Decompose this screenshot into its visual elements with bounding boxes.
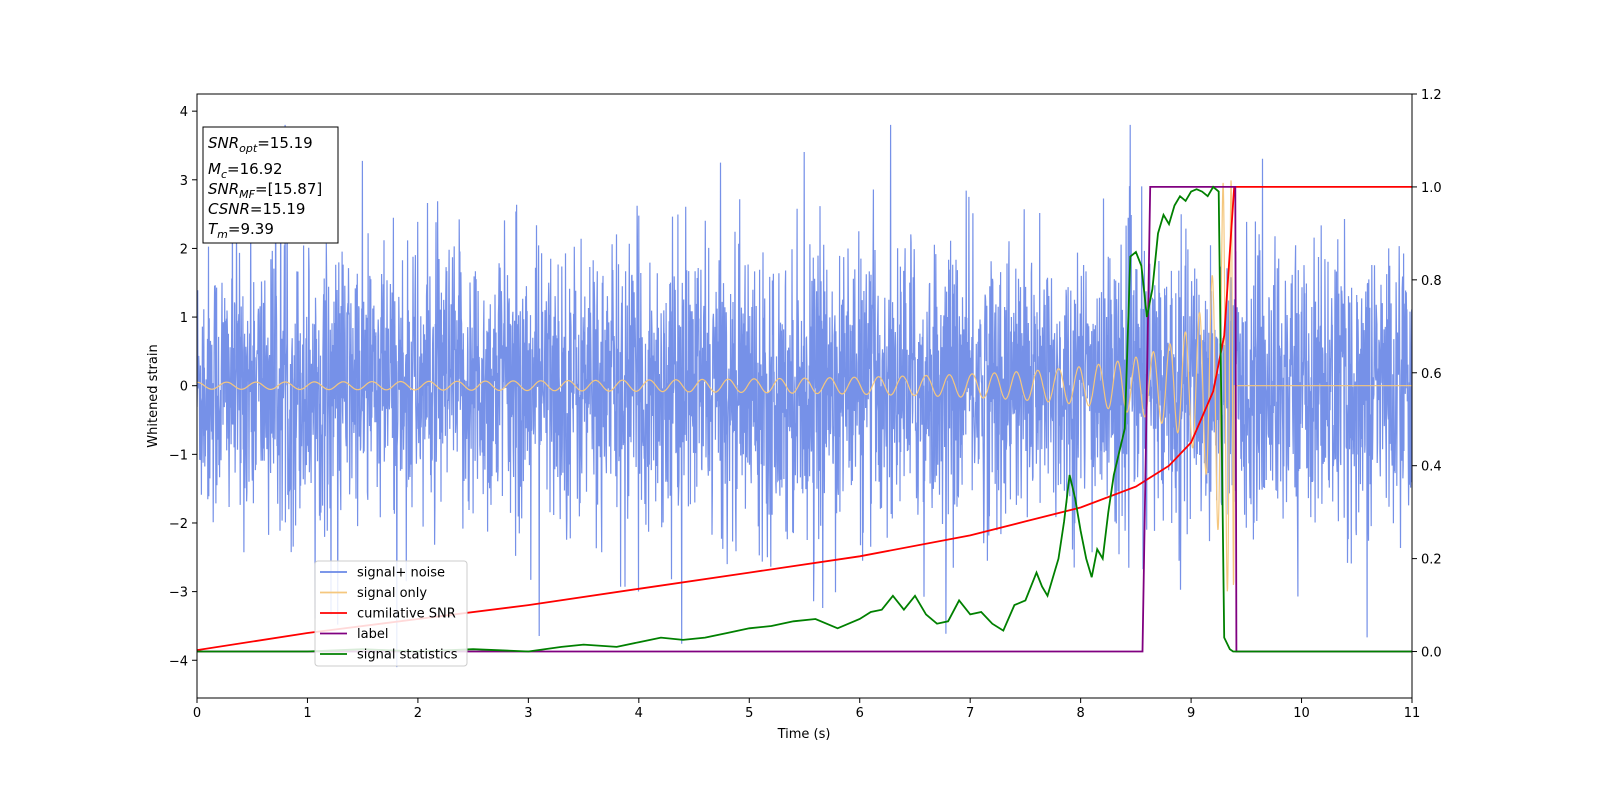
axes-frame: [196, 93, 1413, 699]
y-tick-label: 4: [180, 105, 188, 120]
legend-label: signal+ noise: [357, 566, 445, 581]
y-tick-label: −4: [169, 654, 188, 669]
y-tick-label: 1: [180, 311, 188, 326]
x-tick-label: 7: [966, 706, 974, 721]
annotation-csnr: CSNR=15.19: [208, 200, 305, 218]
y2-tick-label: 1.0: [1421, 181, 1442, 196]
y-tick-label: 0: [180, 380, 188, 395]
legend-label: cumilative SNR: [357, 607, 456, 622]
x-tick-label: 5: [745, 706, 753, 721]
annotation-box: SNRopt=15.19 Mc=16.92 SNRMF=[15.87] CSNR…: [202, 126, 339, 244]
y2-tick-label: 0.2: [1421, 553, 1442, 568]
y2-tick-label: 0.8: [1421, 274, 1442, 289]
y2-tick-label: 0.4: [1421, 460, 1442, 475]
x-tick-label: 9: [1187, 706, 1195, 721]
x-tick-label: 0: [193, 706, 201, 721]
legend: signal+ noise signal only cumilative SNR la…: [314, 560, 468, 667]
series-cumilative-snr: [197, 186, 1412, 651]
legend-label: signal only: [357, 586, 427, 601]
x-tick-label: 6: [856, 706, 864, 721]
plot-area: [197, 124, 1412, 668]
y-tick-label: 3: [180, 174, 188, 189]
annotation-snr-mf: SNRMF=[15.87]: [208, 180, 322, 201]
annotation-mc: Mc=16.92: [208, 160, 283, 181]
y2-axis-ticks: 1.2 1.0 0.8 0.6 0.4 0.2 0.0: [1412, 88, 1442, 661]
x-tick-label: 3: [524, 706, 532, 721]
x-tick-label: 4: [635, 706, 643, 721]
x-axis-ticks: 0 1 2 3 4 5 6 7 8 9 10 11: [193, 698, 1420, 721]
x-tick-label: 8: [1076, 706, 1084, 721]
y2-tick-label: 1.2: [1421, 88, 1442, 103]
x-axis-label: Time (s): [777, 727, 831, 742]
x-tick-label: 1: [303, 706, 311, 721]
x-tick-label: 11: [1404, 706, 1421, 721]
series-signal-noise: [197, 124, 1412, 668]
y2-tick-label: 0.0: [1421, 646, 1442, 661]
y-tick-label: −2: [169, 517, 188, 532]
y-axis-label: Whitened strain: [146, 344, 161, 447]
y-tick-label: −1: [169, 448, 188, 463]
legend-label: signal statistics: [357, 648, 458, 663]
annotation-tm: Tm=9.39: [208, 220, 274, 241]
series-signal-only: [197, 180, 1412, 592]
x-tick-label: 2: [414, 706, 422, 721]
y-axis-ticks: 4 3 2 1 0 −1 −2 −3 −4: [169, 105, 197, 669]
y2-tick-label: 0.6: [1421, 367, 1442, 382]
annotation-snr-opt: SNRopt=15.19: [208, 134, 313, 155]
legend-label: label: [357, 627, 388, 642]
y-tick-label: −3: [169, 586, 188, 601]
y-tick-label: 2: [180, 242, 188, 257]
x-tick-label: 10: [1293, 706, 1310, 721]
series-signal-statistics: [197, 185, 1412, 653]
